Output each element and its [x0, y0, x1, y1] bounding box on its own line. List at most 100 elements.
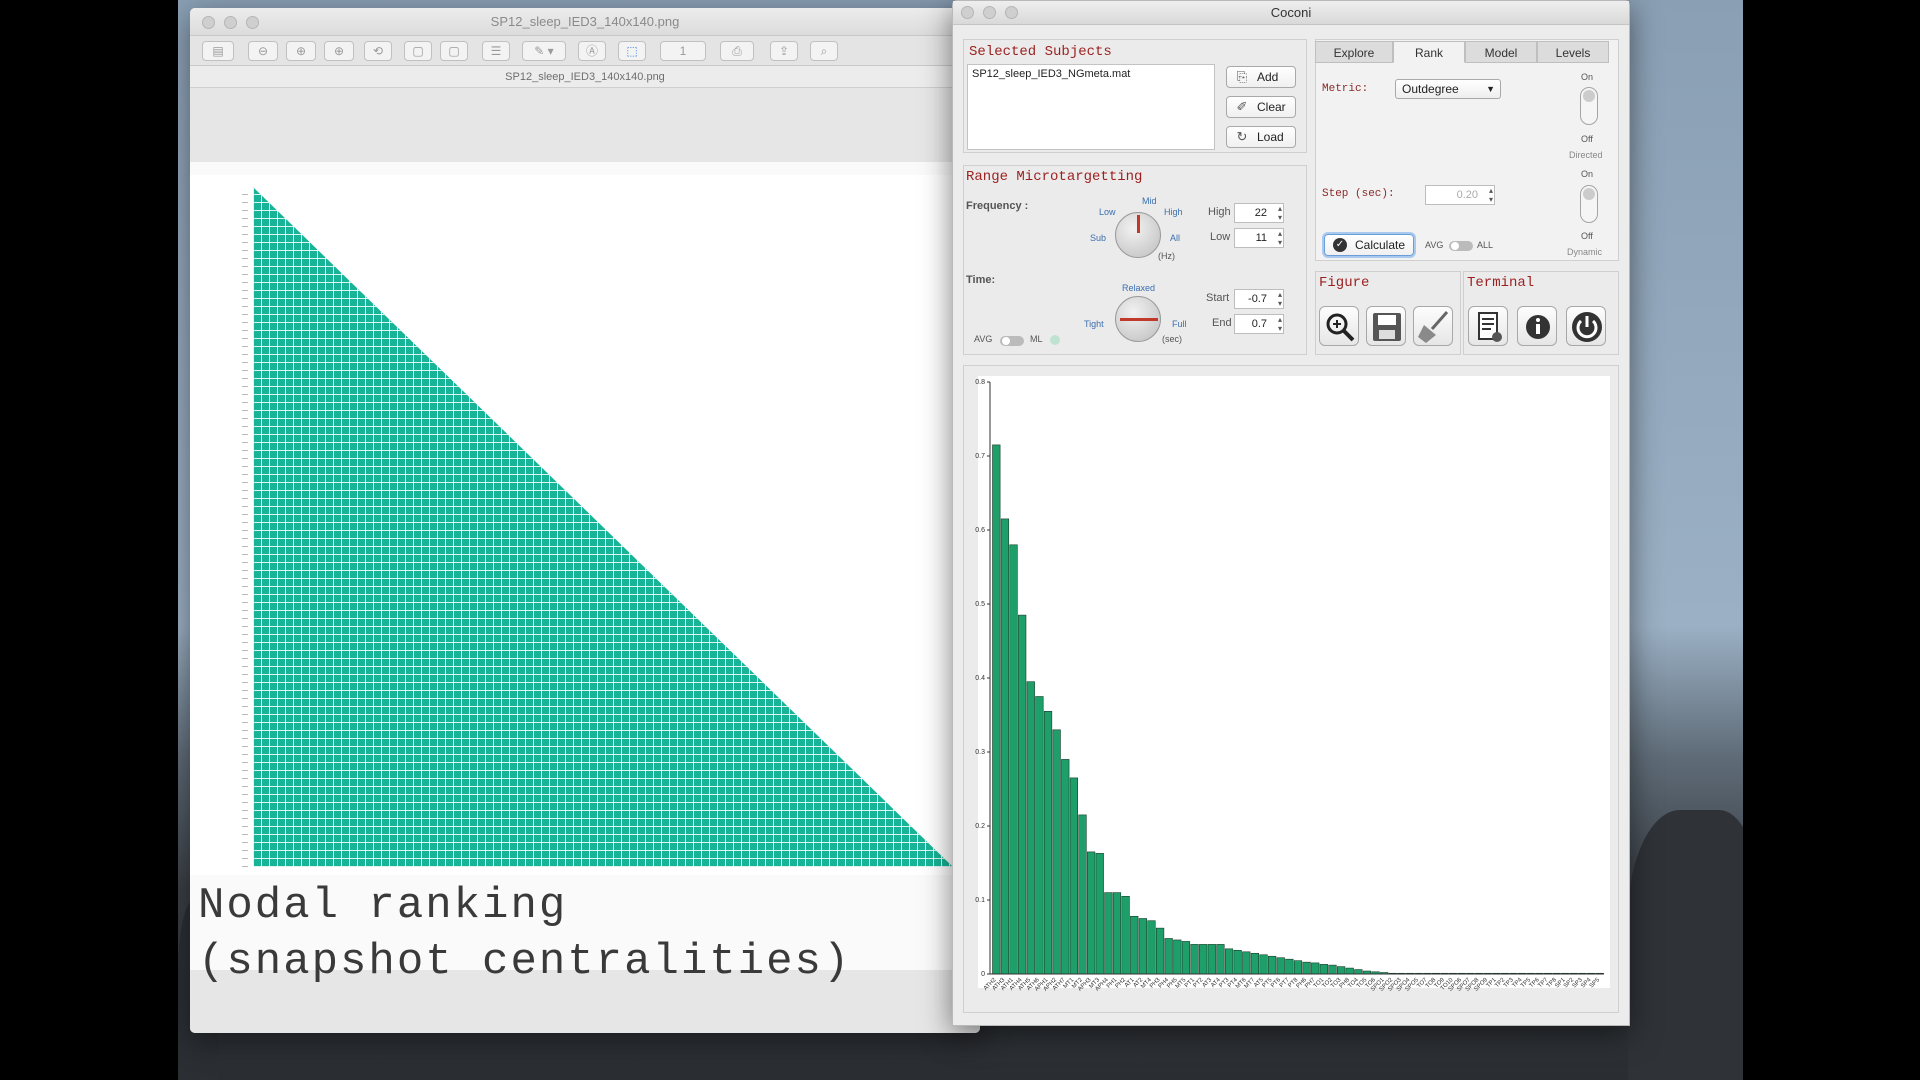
bar-PH5: [1173, 939, 1182, 975]
app-title: Coconi: [1270, 5, 1312, 20]
power-icon[interactable]: [1566, 306, 1606, 346]
zoom-out-icon[interactable]: ⊖: [248, 41, 278, 61]
bar-MT5: [1181, 941, 1191, 975]
y-tick-label: 0.3: [975, 749, 985, 756]
bar-APH4: [1104, 892, 1113, 975]
bar-PT5: [1268, 955, 1277, 975]
zoom-icon[interactable]: [1319, 306, 1359, 346]
add-file-icon: ⎘: [1236, 69, 1248, 84]
close-button[interactable]: [961, 6, 974, 19]
selection-icon[interactable]: ⬚: [618, 41, 646, 61]
bar-ATH2: [992, 444, 1001, 975]
print-icon[interactable]: ⎙: [720, 41, 754, 61]
frequency-knob[interactable]: [1115, 212, 1161, 258]
bar-PH1: [1112, 892, 1122, 975]
range-panel: Range Microtargetting Frequency : Mid Lo…: [963, 165, 1307, 355]
share-icon[interactable]: ⇪: [770, 41, 798, 61]
caption-overlay: Nodal ranking (snapshot centralities): [198, 878, 851, 990]
page-icon-2[interactable]: ▢: [440, 41, 468, 61]
y-tick-label: 0.7: [975, 453, 985, 460]
bar-ATH6: [1035, 696, 1044, 975]
y-tick-label: 0.1: [975, 897, 985, 904]
bar-PH6: [1302, 961, 1311, 975]
rotate-icon[interactable]: ⟲: [364, 41, 392, 61]
bar-PT2: [1199, 944, 1208, 975]
layers-icon[interactable]: ☰: [482, 41, 510, 61]
file-name-bar: SP12_sleep_IED3_140x140.png: [190, 66, 980, 88]
metric-select[interactable]: Outdegree ▼: [1395, 79, 1501, 99]
directed-toggle[interactable]: [1580, 87, 1598, 125]
list-item[interactable]: SP12_sleep_IED3_NGmeta.mat: [972, 68, 1131, 80]
y-tick-label: 0.2: [975, 823, 985, 830]
add-button[interactable]: ⎘ Add: [1226, 66, 1296, 88]
avg-ml-toggle[interactable]: [1000, 336, 1024, 346]
broom-icon[interactable]: [1413, 306, 1453, 346]
minimize-button[interactable]: [224, 16, 237, 29]
start-time-stepper[interactable]: -0.7: [1234, 289, 1284, 309]
zoom-button[interactable]: [246, 16, 259, 29]
step-stepper[interactable]: 0.20: [1425, 185, 1495, 205]
bar-AT2: [1138, 918, 1147, 975]
bar-PH8: [1345, 967, 1354, 975]
preview-window: SP12_sleep_IED3_140x140.png ▤ ⊖ ⊕ ⊕ ⟲ ▢ …: [190, 8, 980, 1033]
minimize-button[interactable]: [983, 6, 996, 19]
bar-MT2: [1078, 814, 1087, 975]
zoom-fit-icon[interactable]: ⊕: [324, 41, 354, 61]
bar-PT3: [1224, 948, 1234, 975]
calculate-button[interactable]: ✓ Calculate: [1324, 234, 1414, 256]
bar-MT6: [1242, 951, 1251, 975]
bar-PH2: [1121, 895, 1130, 975]
report-icon[interactable]: [1468, 306, 1508, 346]
y-tick-label: 0.4: [975, 675, 985, 682]
bar-AT5: [1259, 954, 1268, 975]
search-icon[interactable]: ⌕: [810, 41, 838, 61]
clear-button[interactable]: ✐ Clear: [1226, 96, 1296, 118]
load-button[interactable]: ↻ Load: [1226, 126, 1296, 148]
annotate-icon[interactable]: Ⓐ: [578, 41, 606, 61]
tab-model[interactable]: Model: [1465, 41, 1537, 63]
bar-PT7: [1285, 958, 1294, 975]
end-time-stepper[interactable]: 0.7: [1234, 314, 1284, 334]
tab-rank[interactable]: Rank: [1393, 41, 1465, 63]
page-icon[interactable]: ▢: [404, 41, 432, 61]
bar-MT3: [1095, 853, 1104, 975]
tab-explore[interactable]: Explore: [1315, 41, 1393, 63]
preview-toolbar: ▤ ⊖ ⊕ ⊕ ⟲ ▢ ▢ ☰ ✎ ▾ Ⓐ ⬚ 1 ⎙ ⇪ ⌕: [190, 36, 980, 66]
avg-all-toggle[interactable]: [1449, 241, 1473, 251]
bar-ATH7: [1061, 759, 1070, 975]
status-dot: [1050, 335, 1060, 345]
desktop: SP12_sleep_IED3_140x140.png ▤ ⊖ ⊕ ⊕ ⟲ ▢ …: [178, 0, 1743, 1080]
bar-PT6: [1276, 957, 1285, 975]
low-frequency-stepper[interactable]: 11: [1234, 228, 1284, 248]
y-tick-label: 0.8: [975, 379, 985, 386]
bar-TO2: [1328, 964, 1337, 975]
subjects-list[interactable]: SP12_sleep_IED3_NGmeta.mat: [967, 64, 1215, 150]
metric-label: Metric:: [1322, 83, 1369, 95]
bar-AT1: [1130, 915, 1139, 975]
bar-PT8: [1293, 960, 1303, 975]
bar-ATH5: [1026, 681, 1035, 975]
high-frequency-stepper[interactable]: 22: [1234, 203, 1284, 223]
bar-PT4: [1233, 950, 1242, 975]
page-number[interactable]: 1: [660, 41, 706, 61]
save-icon[interactable]: [1366, 306, 1406, 346]
checkmark-icon: ✓: [1333, 238, 1347, 252]
zoom-button[interactable]: [1005, 6, 1018, 19]
y-tick-label: 0.6: [975, 527, 985, 534]
dynamic-toggle[interactable]: [1580, 185, 1598, 223]
coconi-window: Coconi Selected Subjects SP12_sleep_IED3…: [952, 0, 1630, 1026]
close-button[interactable]: [202, 16, 215, 29]
bar-TO1: [1319, 964, 1328, 975]
sidebar-toggle-icon[interactable]: ▤: [202, 41, 234, 61]
info-icon[interactable]: [1517, 306, 1557, 346]
caption-line-1: Nodal ranking: [198, 881, 568, 931]
time-knob[interactable]: [1115, 296, 1161, 342]
bar-ATH3: [1000, 518, 1010, 975]
tab-levels[interactable]: Levels: [1537, 41, 1609, 63]
terminal-panel: Terminal: [1463, 271, 1619, 355]
bar-ATH4: [1018, 614, 1027, 975]
zoom-in-icon[interactable]: ⊕: [286, 41, 316, 61]
rank-chart-panel: ATH2 ATH3 ATH1 ATH4 ATH5 ATH6 APH1 APH2 ATH7 MT1 M…: [963, 365, 1619, 1013]
markup-icon[interactable]: ✎ ▾: [522, 41, 566, 61]
step-label: Step (sec):: [1322, 188, 1395, 200]
